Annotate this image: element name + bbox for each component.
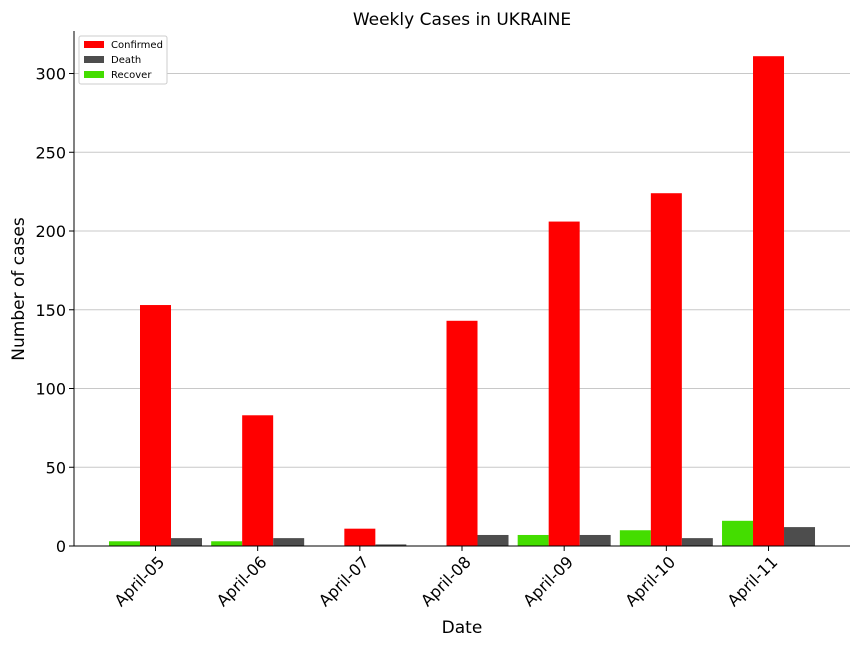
bar-confirmed — [753, 56, 785, 546]
x-tick-label: April-06 — [213, 552, 271, 610]
bar-death — [477, 534, 509, 546]
bar-death — [273, 538, 305, 546]
y-tick-label: 50 — [46, 458, 66, 477]
bar-confirmed — [650, 193, 682, 546]
bar-death — [375, 544, 407, 546]
legend-label-confirmed: Confirmed — [111, 40, 163, 51]
x-tick-label: April-09 — [519, 552, 577, 610]
bar-recover — [619, 530, 651, 546]
y-axis-label: Number of cases — [9, 217, 29, 361]
legend: Confirmed Death Recover — [78, 35, 168, 85]
bar-death — [171, 538, 202, 546]
bar-death — [579, 534, 611, 546]
bar-death — [681, 538, 713, 546]
bar-recover — [109, 541, 140, 546]
bar-recover — [722, 520, 754, 546]
bar-death — [784, 527, 816, 546]
chart-title: Weekly Cases in UKRAINE — [353, 10, 571, 30]
x-tick-label: April-11 — [724, 552, 782, 610]
legend-swatch-recover — [84, 71, 104, 78]
y-tick-label: 0 — [56, 537, 66, 556]
x-tick-label: April-05 — [111, 552, 169, 610]
x-axis-label: Date — [442, 618, 483, 638]
bars — [109, 56, 816, 547]
bar-confirmed — [242, 415, 274, 546]
x-tick-label: April-10 — [621, 552, 679, 610]
x-tick-label: April-08 — [417, 552, 475, 610]
x-ticks: April-05 April-06 April-07 April-08 April-09… — [111, 546, 782, 610]
bar-recover — [211, 541, 243, 546]
legend-swatch-confirmed — [84, 41, 104, 48]
y-tick-label: 200 — [35, 222, 66, 241]
bar-confirmed — [548, 221, 580, 547]
legend-label-recover: Recover — [111, 70, 152, 81]
legend-label-death: Death — [111, 55, 141, 66]
bar-confirmed — [446, 320, 478, 546]
y-ticks: 0 50 100 150 200 250 300 — [35, 65, 74, 556]
bar-confirmed — [140, 305, 171, 546]
y-tick-label: 250 — [35, 143, 66, 162]
x-tick-label: April-07 — [315, 552, 373, 610]
y-tick-label: 150 — [35, 301, 66, 320]
y-tick-label: 100 — [35, 380, 66, 399]
bar-recover — [517, 534, 549, 546]
y-tick-label: 300 — [35, 65, 66, 84]
gridlines — [74, 73, 850, 468]
bar-confirmed — [344, 528, 376, 546]
legend-swatch-death — [84, 56, 104, 63]
